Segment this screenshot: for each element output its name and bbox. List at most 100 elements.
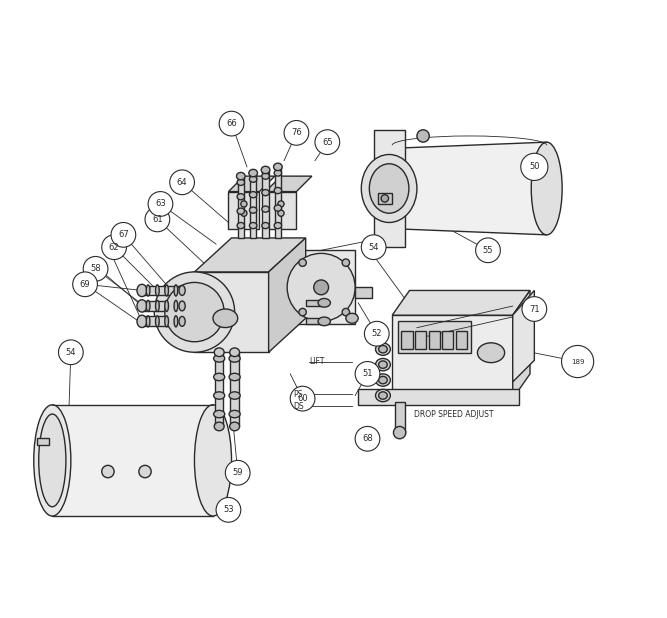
Text: 61: 61 [152, 215, 163, 224]
Ellipse shape [346, 313, 358, 323]
Ellipse shape [155, 285, 159, 296]
Circle shape [102, 235, 127, 260]
Ellipse shape [274, 222, 281, 229]
Circle shape [315, 130, 340, 154]
Ellipse shape [213, 309, 237, 328]
Ellipse shape [214, 348, 224, 357]
Bar [429, 331, 440, 349]
Text: 53: 53 [223, 506, 233, 514]
Ellipse shape [262, 190, 269, 196]
Circle shape [364, 321, 389, 346]
Ellipse shape [249, 169, 257, 177]
Text: 51: 51 [362, 370, 373, 378]
Circle shape [522, 297, 547, 321]
Text: 63: 63 [155, 200, 166, 208]
Ellipse shape [241, 210, 247, 216]
Ellipse shape [213, 373, 225, 381]
Ellipse shape [174, 285, 178, 296]
Polygon shape [293, 250, 355, 324]
Ellipse shape [39, 414, 66, 507]
Text: 50: 50 [529, 163, 540, 171]
Bar [392, 315, 513, 399]
Circle shape [148, 192, 173, 216]
Circle shape [290, 386, 315, 411]
Ellipse shape [376, 374, 390, 386]
Bar [228, 192, 259, 229]
Text: 68: 68 [362, 434, 373, 443]
Ellipse shape [237, 179, 245, 185]
Bar [355, 287, 372, 298]
Ellipse shape [213, 410, 225, 418]
Ellipse shape [229, 422, 239, 431]
Polygon shape [265, 176, 312, 192]
Ellipse shape [165, 282, 224, 342]
Ellipse shape [531, 142, 562, 235]
Ellipse shape [229, 373, 240, 381]
Bar [402, 331, 413, 349]
Ellipse shape [179, 301, 185, 311]
Ellipse shape [154, 272, 235, 352]
Polygon shape [52, 405, 213, 516]
Polygon shape [262, 170, 269, 238]
Ellipse shape [362, 154, 417, 222]
Bar [398, 321, 471, 353]
Ellipse shape [274, 187, 281, 193]
Text: DS: DS [293, 402, 304, 410]
Ellipse shape [229, 392, 240, 399]
Ellipse shape [417, 130, 430, 142]
Ellipse shape [174, 300, 178, 311]
Text: 65: 65 [322, 138, 333, 146]
Bar [215, 352, 223, 426]
Ellipse shape [379, 345, 388, 353]
Ellipse shape [262, 173, 269, 179]
Polygon shape [392, 290, 530, 315]
Ellipse shape [381, 195, 388, 202]
Ellipse shape [146, 300, 150, 311]
Text: DROP SPEED ADJUST: DROP SPEED ADJUST [414, 410, 494, 418]
Bar [265, 192, 296, 229]
Ellipse shape [185, 272, 203, 352]
Polygon shape [237, 176, 244, 238]
Polygon shape [392, 142, 547, 235]
Circle shape [362, 235, 386, 260]
Bar [37, 438, 49, 445]
Bar [415, 331, 426, 349]
Circle shape [225, 460, 250, 485]
Ellipse shape [249, 176, 257, 182]
Ellipse shape [379, 376, 388, 384]
Circle shape [476, 238, 500, 263]
Circle shape [284, 121, 309, 145]
Ellipse shape [165, 300, 169, 311]
Text: 189: 189 [571, 358, 584, 365]
Ellipse shape [278, 201, 284, 207]
Ellipse shape [376, 343, 390, 355]
Text: LIFT: LIFT [309, 357, 324, 366]
Text: 69: 69 [80, 280, 90, 289]
Circle shape [59, 340, 83, 365]
Ellipse shape [179, 316, 185, 326]
Ellipse shape [379, 392, 388, 399]
Ellipse shape [249, 207, 257, 213]
Circle shape [562, 345, 594, 378]
Ellipse shape [146, 316, 150, 327]
Ellipse shape [214, 422, 224, 431]
Bar [456, 331, 467, 349]
Ellipse shape [273, 163, 282, 171]
Ellipse shape [478, 343, 505, 363]
Ellipse shape [249, 222, 257, 229]
Ellipse shape [137, 315, 147, 328]
Ellipse shape [274, 170, 281, 176]
Circle shape [355, 426, 380, 451]
Text: 66: 66 [226, 119, 237, 128]
Ellipse shape [179, 286, 185, 295]
Polygon shape [195, 238, 305, 272]
Ellipse shape [274, 205, 281, 211]
Text: 62: 62 [109, 243, 119, 252]
Circle shape [219, 111, 244, 136]
Circle shape [216, 497, 241, 522]
Bar [195, 272, 269, 352]
Ellipse shape [213, 392, 225, 399]
Bar [442, 331, 454, 349]
Polygon shape [513, 290, 530, 399]
Circle shape [521, 153, 548, 180]
